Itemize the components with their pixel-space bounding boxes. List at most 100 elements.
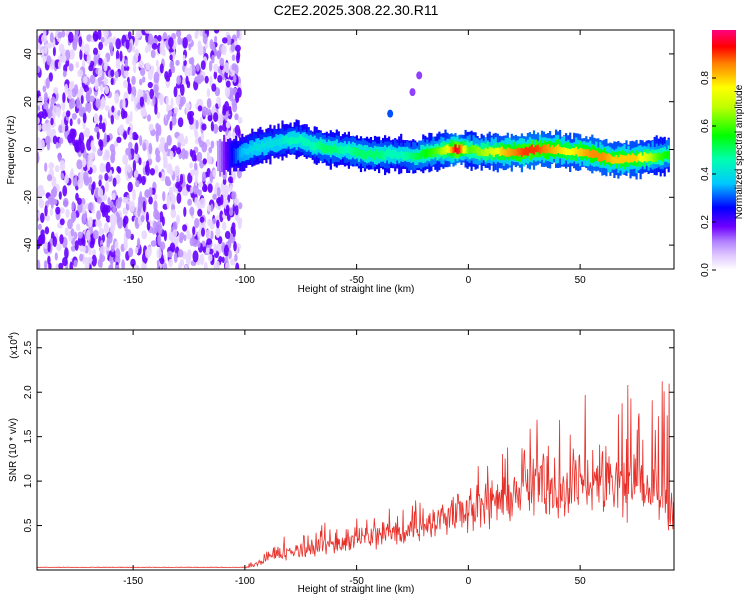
noise-cell [91,249,96,257]
noise-cell [107,197,111,205]
noise-cell [76,223,81,232]
noise-cell [115,264,120,269]
noise-cell [49,32,54,43]
ridge-cell [261,141,264,149]
noise-cell [210,121,214,132]
snr-x-tick-label: -150 [123,576,143,587]
noise-cell [228,105,232,115]
ridge-cell [257,144,260,152]
noise-cell [108,42,114,51]
noise-cell [136,237,141,250]
noise-cell [111,192,116,201]
noise-cell [133,65,137,74]
ridge-cell [448,146,451,154]
noise-cell [201,123,207,131]
noise-cell [183,234,187,242]
noise-cell [150,49,156,59]
noise-cell [157,234,162,246]
noise-cell [87,202,94,211]
noise-cell [43,101,49,111]
noise-cell [122,110,128,119]
ridge-cell [639,152,642,162]
ridge-cell [615,154,618,164]
noise-cell [133,264,140,269]
noise-cell [201,227,205,237]
noise-cell [37,259,41,269]
ridge-cell [436,146,439,154]
ridge-cell [373,151,377,160]
ridge-cell [281,136,284,145]
ridge-cell [301,136,304,146]
noise-cell [234,44,241,52]
ridge-cell [339,145,342,154]
ridge-cell [241,147,244,157]
ridge-cell [500,146,503,156]
spectrogram-marks [37,30,670,269]
noise-cell [97,67,103,78]
ridge-cell [305,138,308,147]
noise-cell [234,253,238,262]
noise-cell [148,196,153,205]
noise-cell [154,103,158,115]
noise-cell [44,42,48,55]
noise-cell [37,223,42,231]
snr-scale-label: (x104) [8,332,20,359]
noise-cell [105,105,110,112]
noise-cell [59,160,66,172]
noise-cell [110,77,114,85]
noise-cell [235,91,240,103]
noise-cell [163,156,168,168]
noise-cell [131,215,135,222]
noise-cell [213,123,219,134]
ridge-cell [225,150,228,159]
noise-cell [163,262,168,269]
noise-cell [139,191,143,203]
noise-cell [176,192,182,204]
top-y-tick-label: -20 [23,190,34,205]
snr-x-tick-label: 0 [466,576,472,587]
noise-cell [112,205,117,214]
snr-xlabel: Height of straight line (km) [298,584,415,595]
noise-cell [115,50,120,61]
ridge-cell [420,150,423,159]
noise-cell [158,93,164,104]
noise-cell [91,254,97,267]
ridge-cell [532,147,536,155]
noise-cell [79,49,83,61]
ridge-cell [593,150,596,158]
noise-cell [74,84,79,95]
ridge-cell [357,148,361,156]
noise-cell [168,258,173,268]
noise-cell [234,204,239,216]
noise-cell [110,244,115,253]
noise-cell [44,162,48,172]
ridge-cell [299,134,302,143]
noise-cell [199,253,205,266]
ridge-cell [279,138,282,147]
noise-cell [72,136,76,146]
noise-cell [224,230,231,240]
noise-cell [189,123,195,130]
noise-cell [191,150,196,162]
noise-cell [61,30,66,38]
ridge-cell [295,137,298,144]
ridge-cell [219,152,222,160]
noise-cell [182,224,188,232]
noise-cell [82,112,87,124]
ridge-cell [319,141,322,150]
ridge-cell [490,147,493,155]
noise-cell [67,218,73,230]
noise-cell [81,213,87,225]
noise-cell [133,151,138,163]
colorbar-tick-label: 0.8 [700,71,711,85]
noise-cell [203,184,208,192]
ridge-cell [536,144,540,153]
ridge-cell [345,145,348,153]
noise-cell [207,204,211,212]
snr-y-tick-label: 0.5 [23,518,34,532]
ridge-cell [239,150,242,159]
ridge-cell [404,152,407,161]
top-x-tick-label: -50 [349,275,364,286]
noise-cell [184,264,188,269]
ridge-cell [454,144,457,153]
